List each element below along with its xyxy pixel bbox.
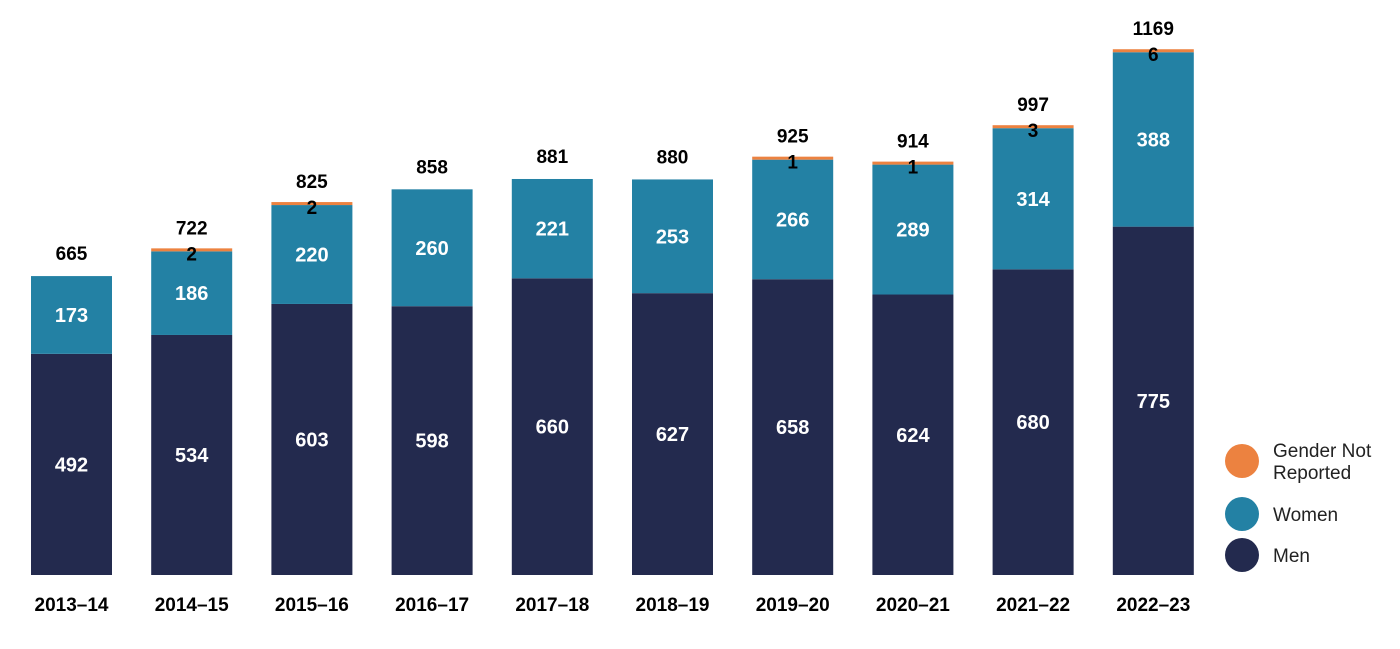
- bar-women-2: [271, 205, 353, 304]
- bar-women-0: [31, 276, 112, 354]
- legend-label-women: Women: [1273, 505, 1338, 526]
- value-label-women-0: 173: [55, 305, 88, 327]
- x-tick-label-6: 2019–20: [756, 595, 830, 616]
- x-tick-label-7: 2020–21: [876, 595, 950, 616]
- x-tick-label-5: 2018–19: [636, 595, 710, 616]
- bar-men-0: [31, 353, 112, 575]
- value-label-women-2: 220: [295, 245, 328, 267]
- bar-men-4: [511, 278, 593, 575]
- value-label-gender-not-reported-6: 1: [787, 153, 798, 174]
- value-label-gender-not-reported-1: 2: [186, 244, 197, 265]
- bar-women-9: [1112, 52, 1194, 227]
- total-label-2: 825: [296, 172, 328, 193]
- bar-men-7: [872, 294, 954, 575]
- value-label-men-2: 603: [295, 429, 328, 451]
- bar-men-8: [992, 269, 1074, 575]
- x-tick-label-0: 2013–14: [35, 595, 109, 616]
- value-label-men-8: 680: [1016, 412, 1049, 434]
- bar-women-1: [151, 251, 233, 335]
- x-tick-label-1: 2014–15: [155, 595, 229, 616]
- legend-label-gender-not-reported-line-1: Reported: [1273, 463, 1351, 484]
- value-label-men-9: 775: [1137, 391, 1170, 413]
- value-label-men-4: 660: [536, 417, 569, 439]
- total-label-9: 1169: [1133, 19, 1174, 40]
- bar-men-5: [632, 293, 713, 575]
- x-tick-label-8: 2021–22: [996, 595, 1070, 616]
- total-label-8: 997: [1017, 95, 1049, 116]
- value-label-men-0: 492: [55, 454, 88, 476]
- total-label-6: 925: [777, 127, 809, 148]
- x-tick-label-4: 2017–18: [515, 595, 589, 616]
- total-label-3: 858: [416, 157, 448, 178]
- value-label-men-1: 534: [175, 445, 209, 467]
- bars-group: [31, 49, 1194, 575]
- bar-gender-not-reported-2: [271, 202, 353, 206]
- labels-group: 4921736655341867222603220825259826085866…: [55, 19, 1174, 476]
- bar-women-4: [511, 178, 593, 279]
- legend-swatch-men: [1225, 538, 1259, 572]
- total-label-5: 880: [657, 147, 689, 168]
- bar-gender-not-reported-6: [752, 156, 834, 160]
- value-label-men-5: 627: [656, 424, 689, 446]
- legend-swatch-women: [1225, 497, 1259, 531]
- value-label-men-3: 598: [415, 431, 448, 453]
- x-tick-label-3: 2016–17: [395, 595, 469, 616]
- bar-gender-not-reported-8: [992, 125, 1074, 129]
- bar-men-6: [752, 279, 834, 575]
- x-axis-labels: 2013–14 2014–15 2015–16 2016–17 2017–18 2018–…: [35, 595, 1191, 616]
- value-label-gender-not-reported-8: 3: [1028, 121, 1039, 142]
- bar-men-3: [391, 306, 473, 575]
- total-label-7: 914: [897, 132, 929, 153]
- x-tick-label-9: 2022–23: [1116, 595, 1190, 616]
- bar-women-6: [752, 159, 834, 280]
- bar-women-8: [992, 128, 1074, 270]
- value-label-women-3: 260: [415, 238, 448, 260]
- total-label-1: 722: [176, 218, 208, 239]
- value-label-gender-not-reported-2: 2: [307, 198, 318, 219]
- value-label-women-4: 221: [536, 219, 569, 241]
- legend-label-men: Men: [1273, 546, 1310, 567]
- value-label-gender-not-reported-9: 6: [1148, 45, 1159, 66]
- bar-men-9: [1112, 226, 1194, 575]
- value-label-women-8: 314: [1016, 189, 1050, 211]
- value-label-men-7: 624: [896, 425, 930, 447]
- total-label-4: 881: [536, 147, 568, 168]
- value-label-gender-not-reported-7: 1: [908, 158, 919, 179]
- legend-label-gender-not-reported-line-0: Gender Not: [1273, 441, 1372, 462]
- bar-men-1: [151, 334, 233, 575]
- bar-gender-not-reported-9: [1112, 49, 1194, 53]
- bar-men-2: [271, 303, 353, 575]
- value-label-women-7: 289: [896, 220, 929, 242]
- value-label-women-1: 186: [175, 283, 208, 305]
- bar-women-3: [391, 189, 473, 307]
- value-label-women-5: 253: [656, 226, 689, 248]
- total-label-0: 665: [56, 244, 88, 265]
- bar-gender-not-reported-7: [872, 161, 954, 165]
- value-label-men-6: 658: [776, 417, 809, 439]
- bar-gender-not-reported-1: [151, 248, 233, 252]
- value-label-women-6: 266: [776, 209, 809, 231]
- value-label-women-9: 388: [1137, 129, 1170, 151]
- x-tick-label-2: 2015–16: [275, 595, 349, 616]
- legend-swatch-gender-not-reported: [1225, 444, 1259, 478]
- bar-women-5: [632, 179, 713, 294]
- bar-women-7: [872, 164, 954, 295]
